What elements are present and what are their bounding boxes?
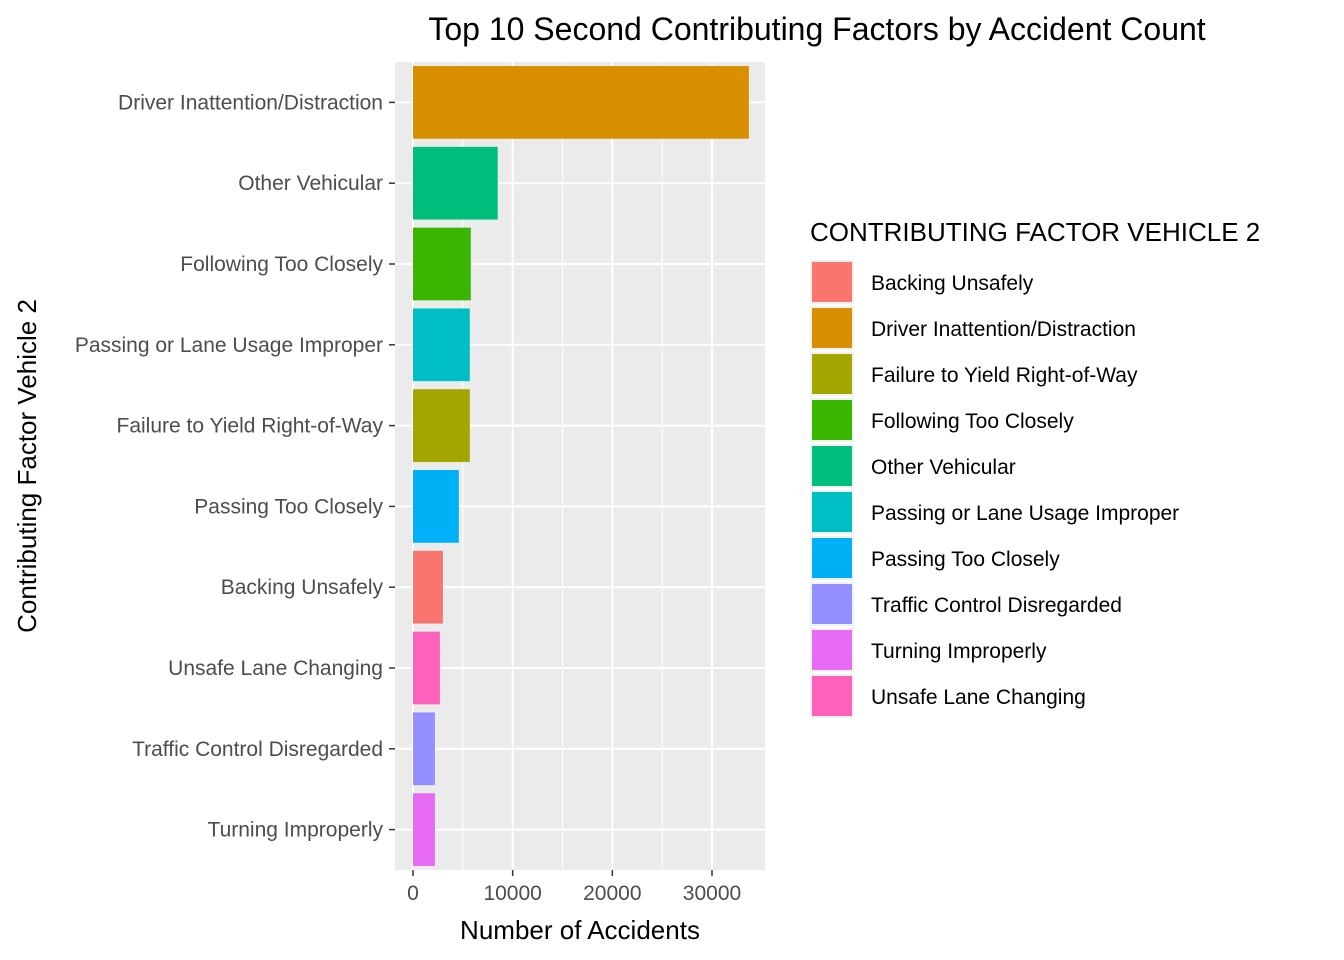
legend-label: Other Vehicular	[871, 456, 1016, 479]
legend-swatch	[812, 492, 852, 532]
legend-swatch	[812, 354, 852, 394]
x-tick-label: 0	[407, 882, 419, 905]
y-tick-label: Other Vehicular	[238, 172, 383, 195]
legend-swatch	[812, 400, 852, 440]
legend-label: Unsafe Lane Changing	[871, 686, 1086, 709]
x-tick-label: 10000	[483, 882, 541, 905]
bar	[413, 470, 459, 543]
legend-swatch	[812, 308, 852, 348]
bar	[413, 793, 435, 866]
x-tick-label: 30000	[683, 882, 741, 905]
legend-title: CONTRIBUTING FACTOR VEHICLE 2	[810, 217, 1260, 247]
bar	[413, 146, 498, 220]
x-tick-label: 20000	[583, 882, 641, 905]
y-tick-label: Failure to Yield Right-of-Way	[117, 415, 384, 438]
legend-label: Traffic Control Disregarded	[871, 594, 1122, 617]
bar	[413, 631, 440, 705]
y-tick-label: Backing Unsafely	[221, 576, 384, 599]
y-axis-title: Contributing Factor Vehicle 2	[12, 299, 42, 633]
y-tick-label: Turning Improperly	[208, 819, 384, 842]
y-tick-label: Driver Inattention/Distraction	[118, 91, 383, 114]
legend-label: Turning Improperly	[871, 640, 1047, 663]
bar	[413, 389, 470, 462]
bar	[413, 712, 435, 786]
bar	[413, 308, 470, 382]
x-axis: 0 10000 20000 30000	[407, 870, 741, 905]
legend-swatch	[812, 676, 852, 716]
chart-title: Top 10 Second Contributing Factors by Ac…	[428, 11, 1205, 47]
legend-swatch	[812, 584, 852, 624]
legend-label: Failure to Yield Right-of-Way	[871, 364, 1138, 387]
legend-label: Following Too Closely	[871, 410, 1074, 433]
legend-label: Passing or Lane Usage Improper	[871, 502, 1179, 525]
legend-label: Driver Inattention/Distraction	[871, 318, 1136, 341]
bar	[413, 66, 749, 139]
legend-swatch	[812, 262, 852, 302]
y-tick-label: Traffic Control Disregarded	[132, 738, 383, 761]
x-axis-title: Number of Accidents	[460, 915, 700, 945]
legend-swatch	[812, 538, 852, 578]
bar	[413, 550, 443, 624]
y-tick-label: Unsafe Lane Changing	[168, 657, 383, 680]
y-tick-label: Passing or Lane Usage Improper	[75, 334, 383, 357]
legend: CONTRIBUTING FACTOR VEHICLE 2 Backing Un…	[810, 217, 1260, 718]
legend-swatch	[812, 630, 852, 670]
y-tick-label: Passing Too Closely	[194, 495, 383, 518]
bars	[413, 66, 749, 866]
bar	[413, 227, 471, 301]
y-axis: Driver Inattention/Distraction Other Vehi…	[75, 91, 395, 842]
legend-swatch	[812, 446, 852, 486]
legend-label: Passing Too Closely	[871, 548, 1060, 571]
y-tick-label: Following Too Closely	[180, 253, 383, 276]
legend-label: Backing Unsafely	[871, 272, 1034, 295]
